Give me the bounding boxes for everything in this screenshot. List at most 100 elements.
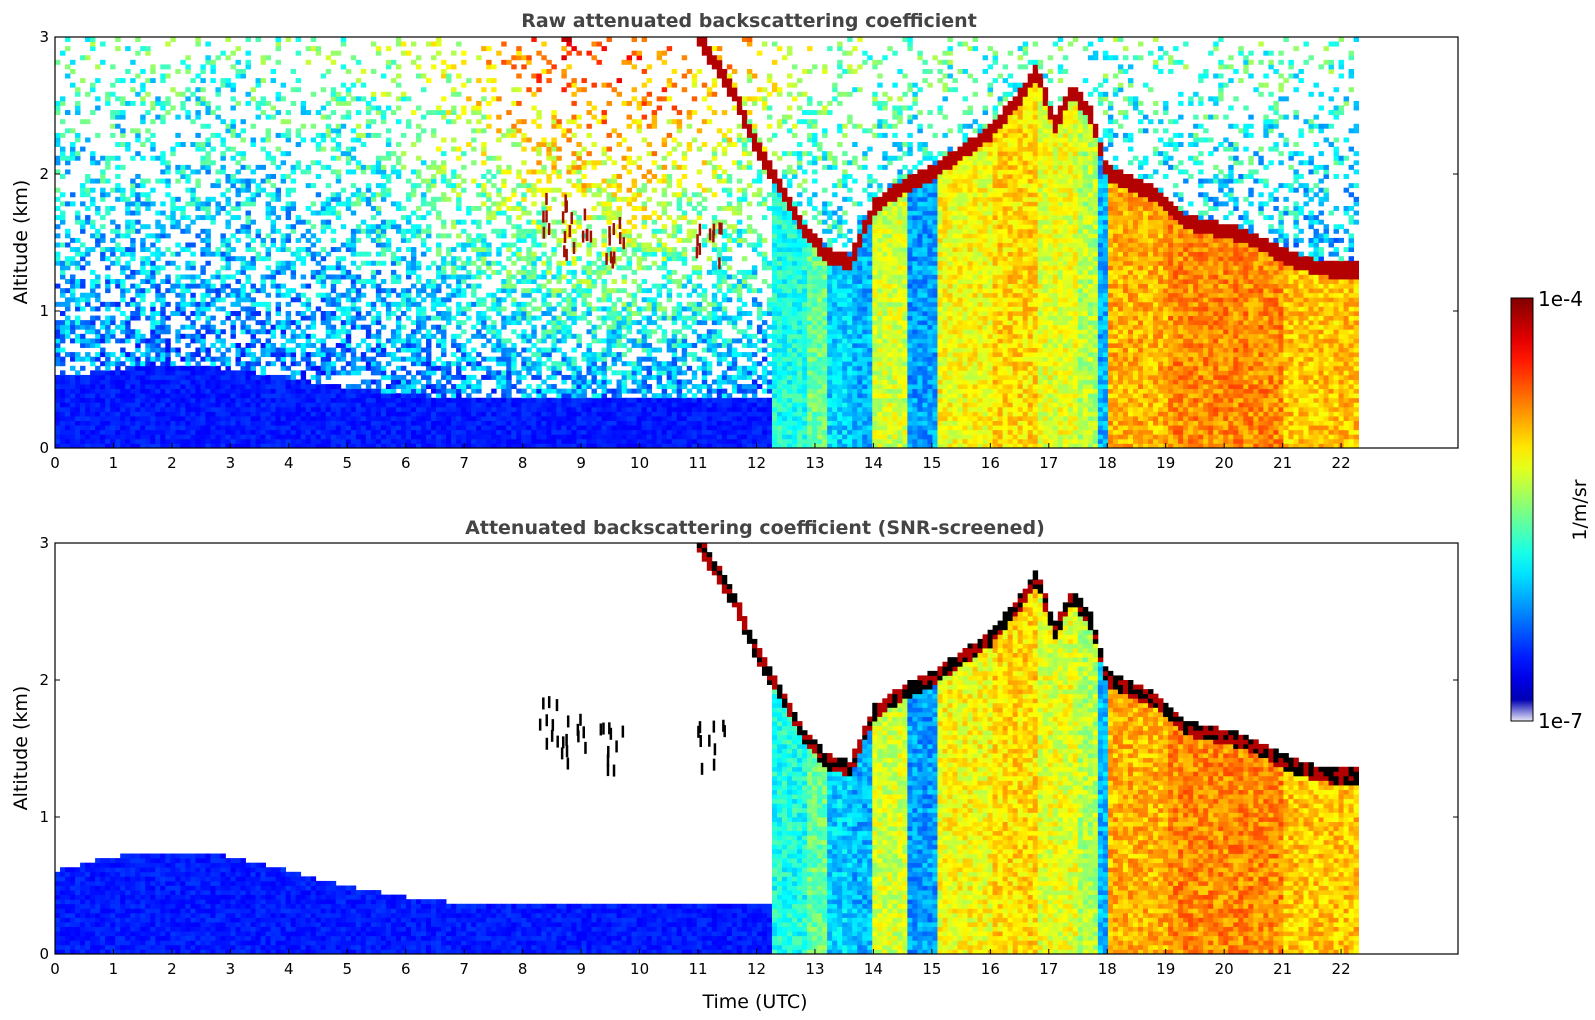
heatmap-cell [436, 366, 441, 371]
heatmap-cell [456, 42, 461, 47]
heatmap-cell [170, 384, 175, 389]
heatmap-cell [581, 439, 586, 444]
heatmap-cell [170, 425, 175, 430]
heatmap-cell [431, 206, 436, 211]
heatmap-cell [55, 224, 60, 229]
heatmap-cell [346, 247, 351, 252]
heatmap-cell [220, 430, 225, 435]
heatmap-cell [160, 179, 165, 184]
heatmap-cell [516, 270, 521, 275]
heatmap-cell [391, 256, 396, 261]
heatmap-cell [376, 343, 381, 348]
heatmap-cell [155, 338, 160, 343]
heatmap-cell [421, 311, 426, 316]
heatmap-cell [100, 174, 105, 179]
heatmap-cell [326, 411, 331, 416]
heatmap-cell [130, 425, 135, 430]
heatmap-cell [150, 329, 155, 334]
heatmap-cell [266, 137, 271, 142]
heatmap-cell [396, 142, 401, 147]
heatmap-cell [110, 252, 115, 257]
heatmap-cell [261, 96, 266, 101]
heatmap-cell [431, 133, 436, 138]
heatmap-cell [180, 288, 185, 293]
heatmap-cell [236, 188, 241, 193]
heatmap-cell [411, 42, 416, 47]
heatmap-cell [361, 421, 366, 426]
heatmap-cell [391, 370, 396, 375]
heatmap-cell [160, 252, 165, 257]
heatmap-cell [591, 421, 596, 426]
heatmap-cell [506, 366, 511, 371]
heatmap-cell [100, 247, 105, 252]
heatmap-cell [135, 311, 140, 316]
heatmap-cell [576, 188, 581, 193]
heatmap-cell [246, 243, 251, 248]
heatmap-cell [120, 252, 125, 257]
heatmap-cell [351, 288, 356, 293]
heatmap-cell [456, 439, 461, 444]
heatmap-cell [481, 334, 486, 339]
heatmap-cell [406, 384, 411, 389]
heatmap-cell [506, 425, 511, 430]
heatmap-cell [281, 439, 286, 444]
heatmap-cell [521, 338, 526, 343]
heatmap-cell [225, 389, 230, 394]
heatmap-cell [516, 87, 521, 92]
heatmap-cell [95, 78, 100, 83]
heatmap-cell [416, 265, 421, 270]
heatmap-cell [80, 398, 85, 403]
heatmap-cell [366, 393, 371, 398]
heatmap-cell [125, 265, 130, 270]
heatmap-cell [391, 78, 396, 83]
heatmap-cell [591, 55, 596, 60]
heatmap-cell [526, 334, 531, 339]
heatmap-cell [115, 115, 120, 120]
heatmap-cell [381, 192, 386, 197]
heatmap-cell [556, 119, 561, 124]
heatmap-cell [246, 393, 251, 398]
heatmap-cell [386, 179, 391, 184]
heatmap-cell [602, 147, 607, 152]
heatmap-cell [85, 398, 90, 403]
heatmap-cell [496, 343, 501, 348]
heatmap-cell [125, 142, 130, 147]
heatmap-cell [115, 183, 120, 188]
heatmap-cell [100, 215, 105, 220]
heatmap-cell [551, 220, 556, 225]
heatmap-cell [60, 192, 65, 197]
heatmap-cell [607, 380, 612, 385]
heatmap-cell [80, 416, 85, 421]
heatmap-cell [401, 96, 406, 101]
heatmap-cell [160, 384, 165, 389]
heatmap-cell [376, 160, 381, 165]
heatmap-cell [431, 316, 436, 321]
heatmap-cell [105, 320, 110, 325]
heatmap-cell [140, 407, 145, 412]
heatmap-cell [110, 279, 115, 284]
heatmap-cell [220, 256, 225, 261]
heatmap-cell [561, 334, 566, 339]
heatmap-cell [586, 101, 591, 106]
heatmap-cell [396, 106, 401, 111]
heatmap-cell [511, 288, 516, 293]
heatmap-cell [140, 279, 145, 284]
heatmap-cell [486, 179, 491, 184]
heatmap-cell [346, 316, 351, 321]
heatmap-cell [205, 393, 210, 398]
heatmap-cell [341, 201, 346, 206]
heatmap-cell [120, 393, 125, 398]
heatmap-cell [326, 133, 331, 138]
heatmap-cell [281, 366, 286, 371]
heatmap-cell [105, 393, 110, 398]
heatmap-cell [576, 243, 581, 248]
heatmap-cell [170, 434, 175, 439]
heatmap-cell [376, 430, 381, 435]
heatmap-cell [571, 357, 576, 362]
heatmap-cell [376, 288, 381, 293]
heatmap-cell [286, 325, 291, 330]
heatmap-cell [120, 439, 125, 444]
heatmap-cell [336, 393, 341, 398]
heatmap-cell [75, 247, 80, 252]
heatmap-cell [150, 142, 155, 147]
